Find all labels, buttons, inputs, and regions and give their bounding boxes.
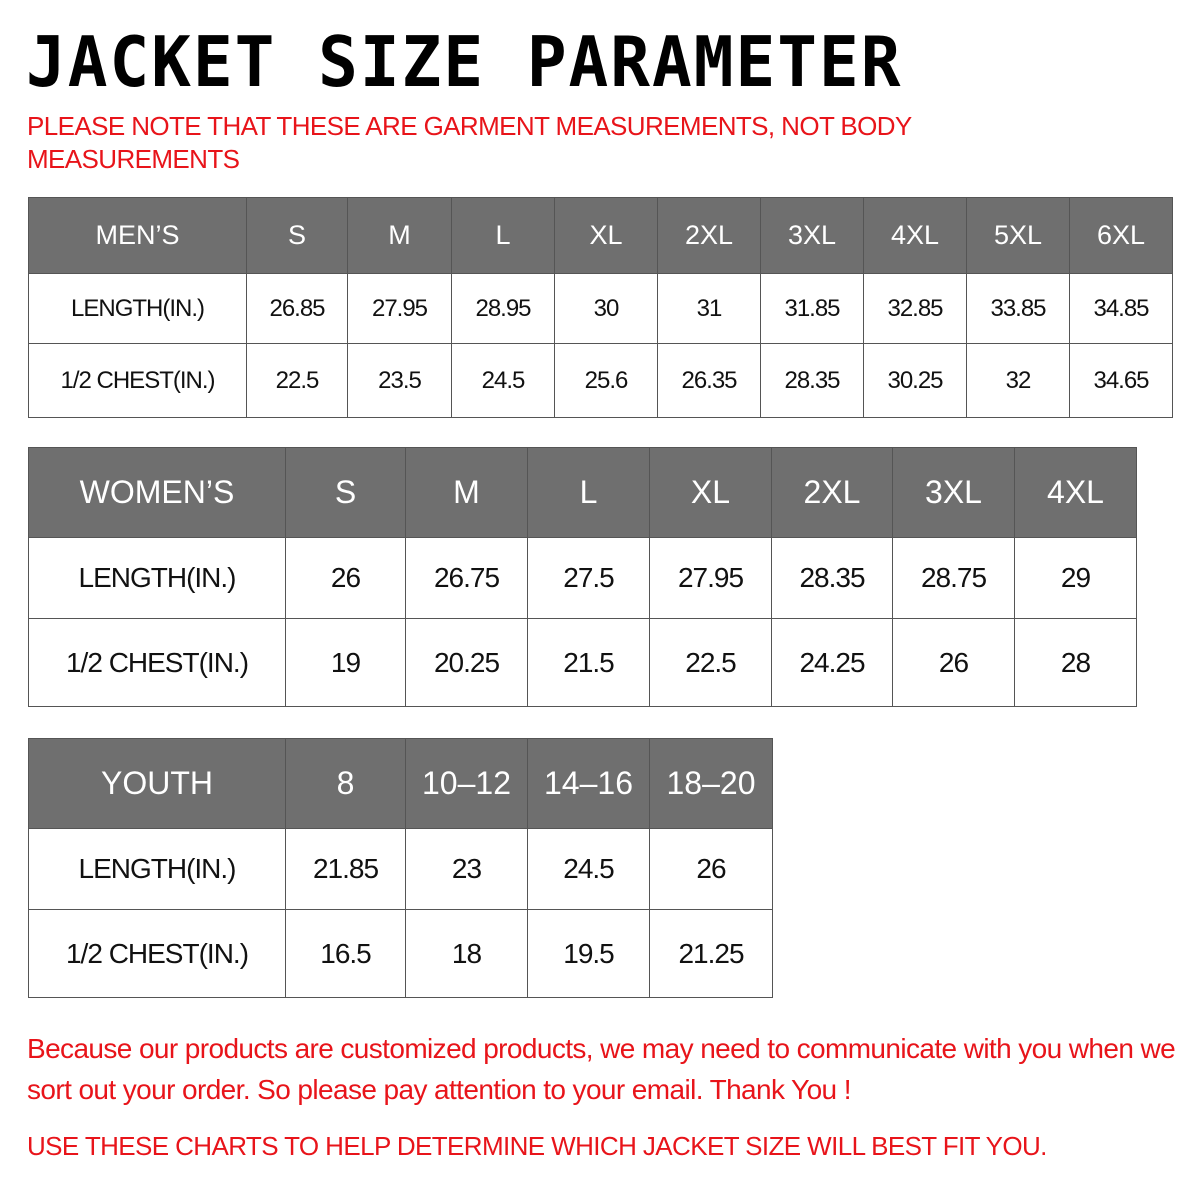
row-label: 1/2 CHEST(IN.)	[28, 618, 286, 707]
measurement-cell: 27.95	[649, 537, 772, 619]
size-header: L	[527, 447, 650, 538]
measurement-cell: 33.85	[966, 273, 1070, 344]
table-row: 1/2 CHEST(IN.) 19 20.25 21.5 22.5 24.25 26 28	[28, 618, 1137, 707]
measurement-cell: 32.85	[863, 273, 967, 344]
measurement-cell: 19	[285, 618, 406, 707]
size-header: 6XL	[1069, 197, 1173, 274]
size-header: 2XL	[771, 447, 893, 538]
measurement-note: PLEASE NOTE THAT THESE ARE GARMENT MEASU…	[27, 111, 912, 174]
measurement-cell: 21.85	[285, 828, 406, 910]
measurement-cell: 34.85	[1069, 273, 1173, 344]
measurement-cell: 31	[657, 273, 761, 344]
category-header: YOUTH	[28, 738, 286, 829]
header-row: YOUTH 8 10–12 14–16 18–20	[28, 738, 773, 829]
measurement-cell: 30.25	[863, 343, 967, 418]
size-header: 10–12	[405, 738, 528, 829]
measurement-cell: 20.25	[405, 618, 528, 707]
size-header: M	[347, 197, 452, 274]
table-row: 1/2 CHEST(IN.) 16.5 18 19.5 21.25	[28, 909, 773, 998]
size-header: S	[246, 197, 348, 274]
size-header: XL	[554, 197, 658, 274]
measurement-cell: 28.75	[892, 537, 1015, 619]
row-label: 1/2 CHEST(IN.)	[28, 909, 286, 998]
measurement-cell: 18	[405, 909, 528, 998]
measurement-cell: 24.5	[527, 828, 650, 910]
measurement-cell: 28.35	[771, 537, 893, 619]
size-header: 4XL	[1014, 447, 1137, 538]
size-header: S	[285, 447, 406, 538]
size-header: 2XL	[657, 197, 761, 274]
category-header: WOMEN’S	[28, 447, 286, 538]
measurement-cell: 24.25	[771, 618, 893, 707]
measurement-cell: 21.5	[527, 618, 650, 707]
measurement-cell: 16.5	[285, 909, 406, 998]
measurement-cell: 27.95	[347, 273, 452, 344]
measurement-cell: 23	[405, 828, 528, 910]
page-title: JACKET SIZE PARAMETER	[26, 22, 903, 103]
row-label: LENGTH(IN.)	[28, 273, 247, 344]
size-header: 4XL	[863, 197, 967, 274]
header-row: WOMEN’S S M L XL 2XL 3XL 4XL	[28, 447, 1137, 538]
size-header: 18–20	[649, 738, 773, 829]
row-label: LENGTH(IN.)	[28, 537, 286, 619]
measurement-cell: 26	[892, 618, 1015, 707]
measurement-cell: 28.95	[451, 273, 555, 344]
size-header: L	[451, 197, 555, 274]
header-row: MEN’S S M L XL 2XL 3XL 4XL 5XL 6XL	[28, 197, 1173, 274]
table-row: LENGTH(IN.) 26 26.75 27.5 27.95 28.35 28.75 29	[28, 537, 1137, 619]
measurement-cell: 19.5	[527, 909, 650, 998]
youth-size-table: YOUTH 8 10–12 14–16 18–20 LENGTH(IN.) 21.85 23 2…	[28, 738, 773, 998]
measurement-cell: 34.65	[1069, 343, 1173, 418]
measurement-cell: 31.85	[760, 273, 864, 344]
size-header: 5XL	[966, 197, 1070, 274]
measurement-cell: 26	[649, 828, 773, 910]
size-header: M	[405, 447, 528, 538]
measurement-cell: 32	[966, 343, 1070, 418]
measurement-cell: 30	[554, 273, 658, 344]
size-header: XL	[649, 447, 772, 538]
customization-message: Because our products are customized prod…	[27, 1033, 1176, 1105]
measurement-cell: 24.5	[451, 343, 555, 418]
womens-size-table: WOMEN’S S M L XL 2XL 3XL 4XL LENGTH(IN.) 26 26.75 2…	[28, 447, 1137, 707]
size-header: 8	[285, 738, 406, 829]
measurement-cell: 23.5	[347, 343, 452, 418]
measurement-cell: 29	[1014, 537, 1137, 619]
size-header: 3XL	[760, 197, 864, 274]
measurement-cell: 22.5	[649, 618, 772, 707]
measurement-cell: 26.35	[657, 343, 761, 418]
fit-instruction: USE THESE CHARTS TO HELP DETERMINE WHICH…	[27, 1131, 1047, 1161]
measurement-cell: 21.25	[649, 909, 773, 998]
measurement-cell: 26.85	[246, 273, 348, 344]
measurement-cell: 27.5	[527, 537, 650, 619]
measurement-cell: 22.5	[246, 343, 348, 418]
table-row: 1/2 CHEST(IN.) 22.5 23.5 24.5 25.6 26.35 28.35…	[28, 343, 1173, 418]
measurement-cell: 26.75	[405, 537, 528, 619]
measurement-cell: 26	[285, 537, 406, 619]
table-row: LENGTH(IN.) 26.85 27.95 28.95 30 31 31.85 32.85…	[28, 273, 1173, 344]
mens-size-table: MEN’S S M L XL 2XL 3XL 4XL 5XL 6XL LENGTH(IN.) 26.8…	[28, 197, 1173, 418]
size-header: 14–16	[527, 738, 650, 829]
measurement-cell: 28.35	[760, 343, 864, 418]
table-row: LENGTH(IN.) 21.85 23 24.5 26	[28, 828, 773, 910]
row-label: LENGTH(IN.)	[28, 828, 286, 910]
size-header: 3XL	[892, 447, 1015, 538]
row-label: 1/2 CHEST(IN.)	[28, 343, 247, 418]
measurement-cell: 28	[1014, 618, 1137, 707]
measurement-cell: 25.6	[554, 343, 658, 418]
category-header: MEN’S	[28, 197, 247, 274]
